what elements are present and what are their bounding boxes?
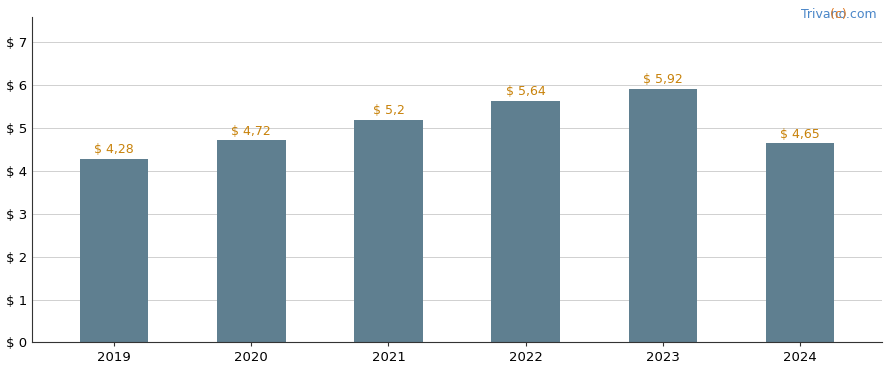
Bar [80,159,148,342]
Bar [354,120,423,342]
Text: $ 5,2: $ 5,2 [372,104,404,117]
Bar [765,143,835,342]
Text: Trivano.com: Trivano.com [801,8,876,21]
Text: $ 5,92: $ 5,92 [643,73,683,86]
Bar [491,101,560,342]
Text: $ 4,72: $ 4,72 [232,125,271,138]
Text: $ 5,64: $ 5,64 [506,85,545,98]
Bar [629,89,697,342]
Text: (c): (c) [830,8,851,21]
Text: $ 4,65: $ 4,65 [781,128,820,141]
Text: $ 4,28: $ 4,28 [94,144,134,157]
Bar [217,140,286,342]
